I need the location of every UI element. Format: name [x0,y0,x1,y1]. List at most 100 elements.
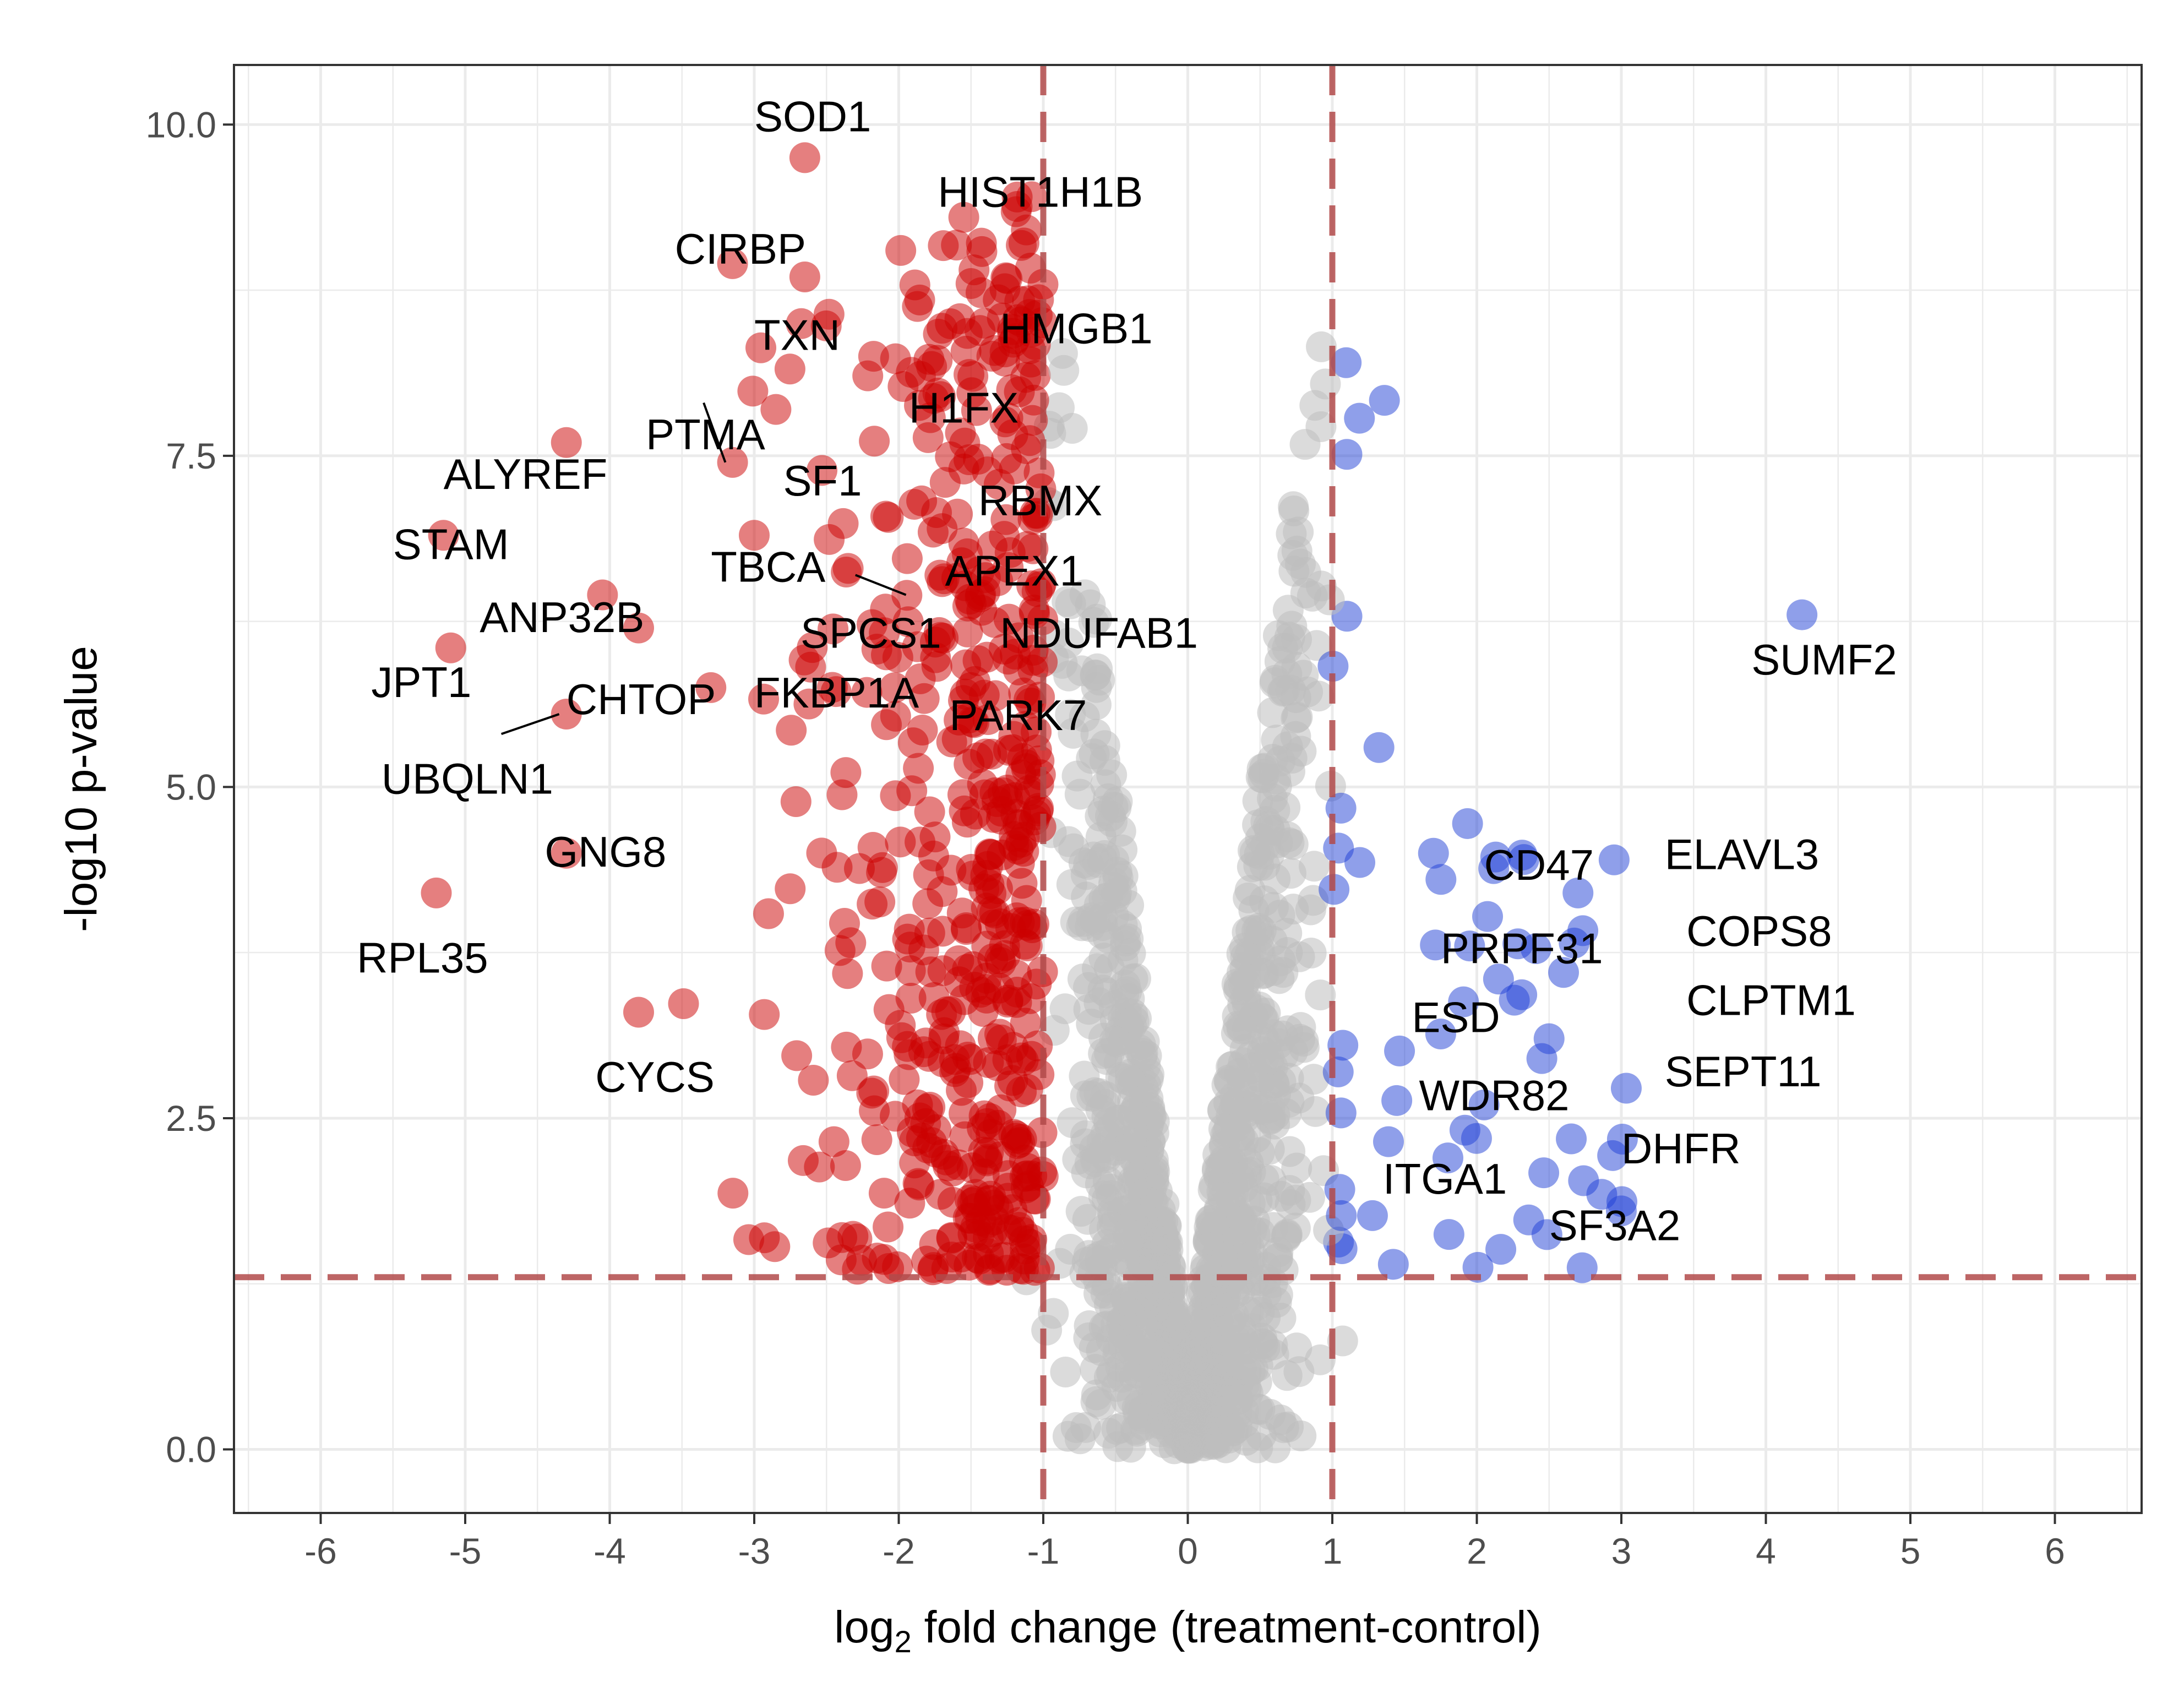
point-down [776,715,807,746]
point-down [818,613,849,645]
point-down [868,1178,900,1209]
point-up [1548,957,1579,988]
point-down [889,1064,920,1095]
point-down [798,1064,829,1096]
point-down [974,1185,1005,1216]
point-down [816,672,848,703]
point-ns [1056,412,1088,444]
point-down [587,579,618,611]
point-down [982,1050,1013,1081]
point-up [1485,1234,1517,1265]
point-up [1454,930,1485,962]
point-down [978,802,1009,833]
point-down [903,1169,935,1201]
x-tick-label: -1 [1027,1531,1060,1571]
point-ns [1218,1414,1250,1446]
gene-label-clptm1: CLPTM1 [1686,976,1856,1024]
point-up [1562,877,1594,908]
point-ns [1118,1005,1150,1037]
point-up [1526,1043,1557,1074]
point-up [1433,1219,1464,1250]
y-tick-label: 5.0 [166,766,216,807]
point-down [919,821,951,853]
point-down [984,908,1016,939]
point-down [891,580,923,611]
point-down [954,584,985,615]
point-down [1010,1008,1041,1039]
gene-label-sf1: SF1 [783,456,862,505]
point-down [1022,1030,1053,1062]
point-down [902,291,933,322]
point-down [787,1145,819,1176]
point-down [880,1101,911,1132]
point-down [873,1211,904,1243]
point-down [837,1221,869,1252]
gene-label-esd: ESD [1412,993,1500,1042]
point-down [880,343,911,374]
point-down [944,303,976,334]
gene-label-dhfr: DHFR [1621,1124,1741,1173]
point-down [906,1123,937,1154]
point-down [999,453,1030,485]
point-down [936,1222,967,1253]
point-down [1007,1217,1038,1248]
point-down [971,641,1003,673]
x-tick-label: -5 [449,1531,482,1571]
point-down [852,360,884,391]
point-ns [1053,826,1084,857]
point-ns [1080,689,1112,720]
point-ns [1055,588,1086,619]
point-up [1478,853,1510,884]
point-ns [1083,1078,1115,1109]
point-up [1468,1089,1500,1120]
point-down [864,886,896,918]
gene-label-chtop: CHTOP [567,675,716,723]
point-down [879,672,911,704]
gene-label-park7: PARK7 [949,691,1087,739]
point-ns [1285,1012,1316,1043]
point-up [1568,1165,1599,1196]
point-up [1377,1249,1409,1280]
point-ns [1281,1332,1312,1364]
gene-label-cops8: COPS8 [1686,907,1832,955]
point-down [912,422,944,453]
gene-label-hmgb1: HMGB1 [1000,304,1152,352]
leader-line-spcs1 [855,574,907,596]
point-down [973,869,1005,900]
point-up [1531,1219,1562,1250]
point-up [1425,864,1457,895]
gene-label-alyref: ALYREF [444,450,608,498]
point-down [871,709,902,741]
point-down [428,520,459,551]
y-axis-title: -log10 p-value [56,646,106,932]
point-down [886,1022,917,1053]
point-down [961,395,992,426]
gene-label-ptma: PTMA [646,410,765,459]
gene-label-elavl3: ELAVL3 [1665,830,1819,879]
point-ns [1215,1151,1246,1183]
point-down [832,553,864,584]
point-down [1001,191,1033,222]
point-down [1027,646,1058,678]
point-ns [1064,779,1096,810]
point-up [1606,1195,1637,1227]
point-down [861,1124,892,1156]
point-down [921,651,952,682]
point-up [1381,1085,1413,1116]
point-down [994,537,1026,568]
point-down [1011,753,1042,785]
point-ns [1260,863,1291,895]
point-down [749,999,780,1030]
point-down [1011,885,1042,916]
gene-label-sf3a2: SF3A2 [1549,1201,1680,1249]
point-ns [1259,1108,1290,1140]
point-up [1317,651,1349,682]
gene-label-rbmx: RBMX [978,476,1102,525]
point-down [1027,604,1059,635]
point-down [976,738,1007,770]
point-ns [1272,731,1303,763]
point-ns [1278,556,1310,587]
point-down [737,375,769,407]
point-ns [1154,1277,1185,1308]
point-down [967,996,999,1027]
